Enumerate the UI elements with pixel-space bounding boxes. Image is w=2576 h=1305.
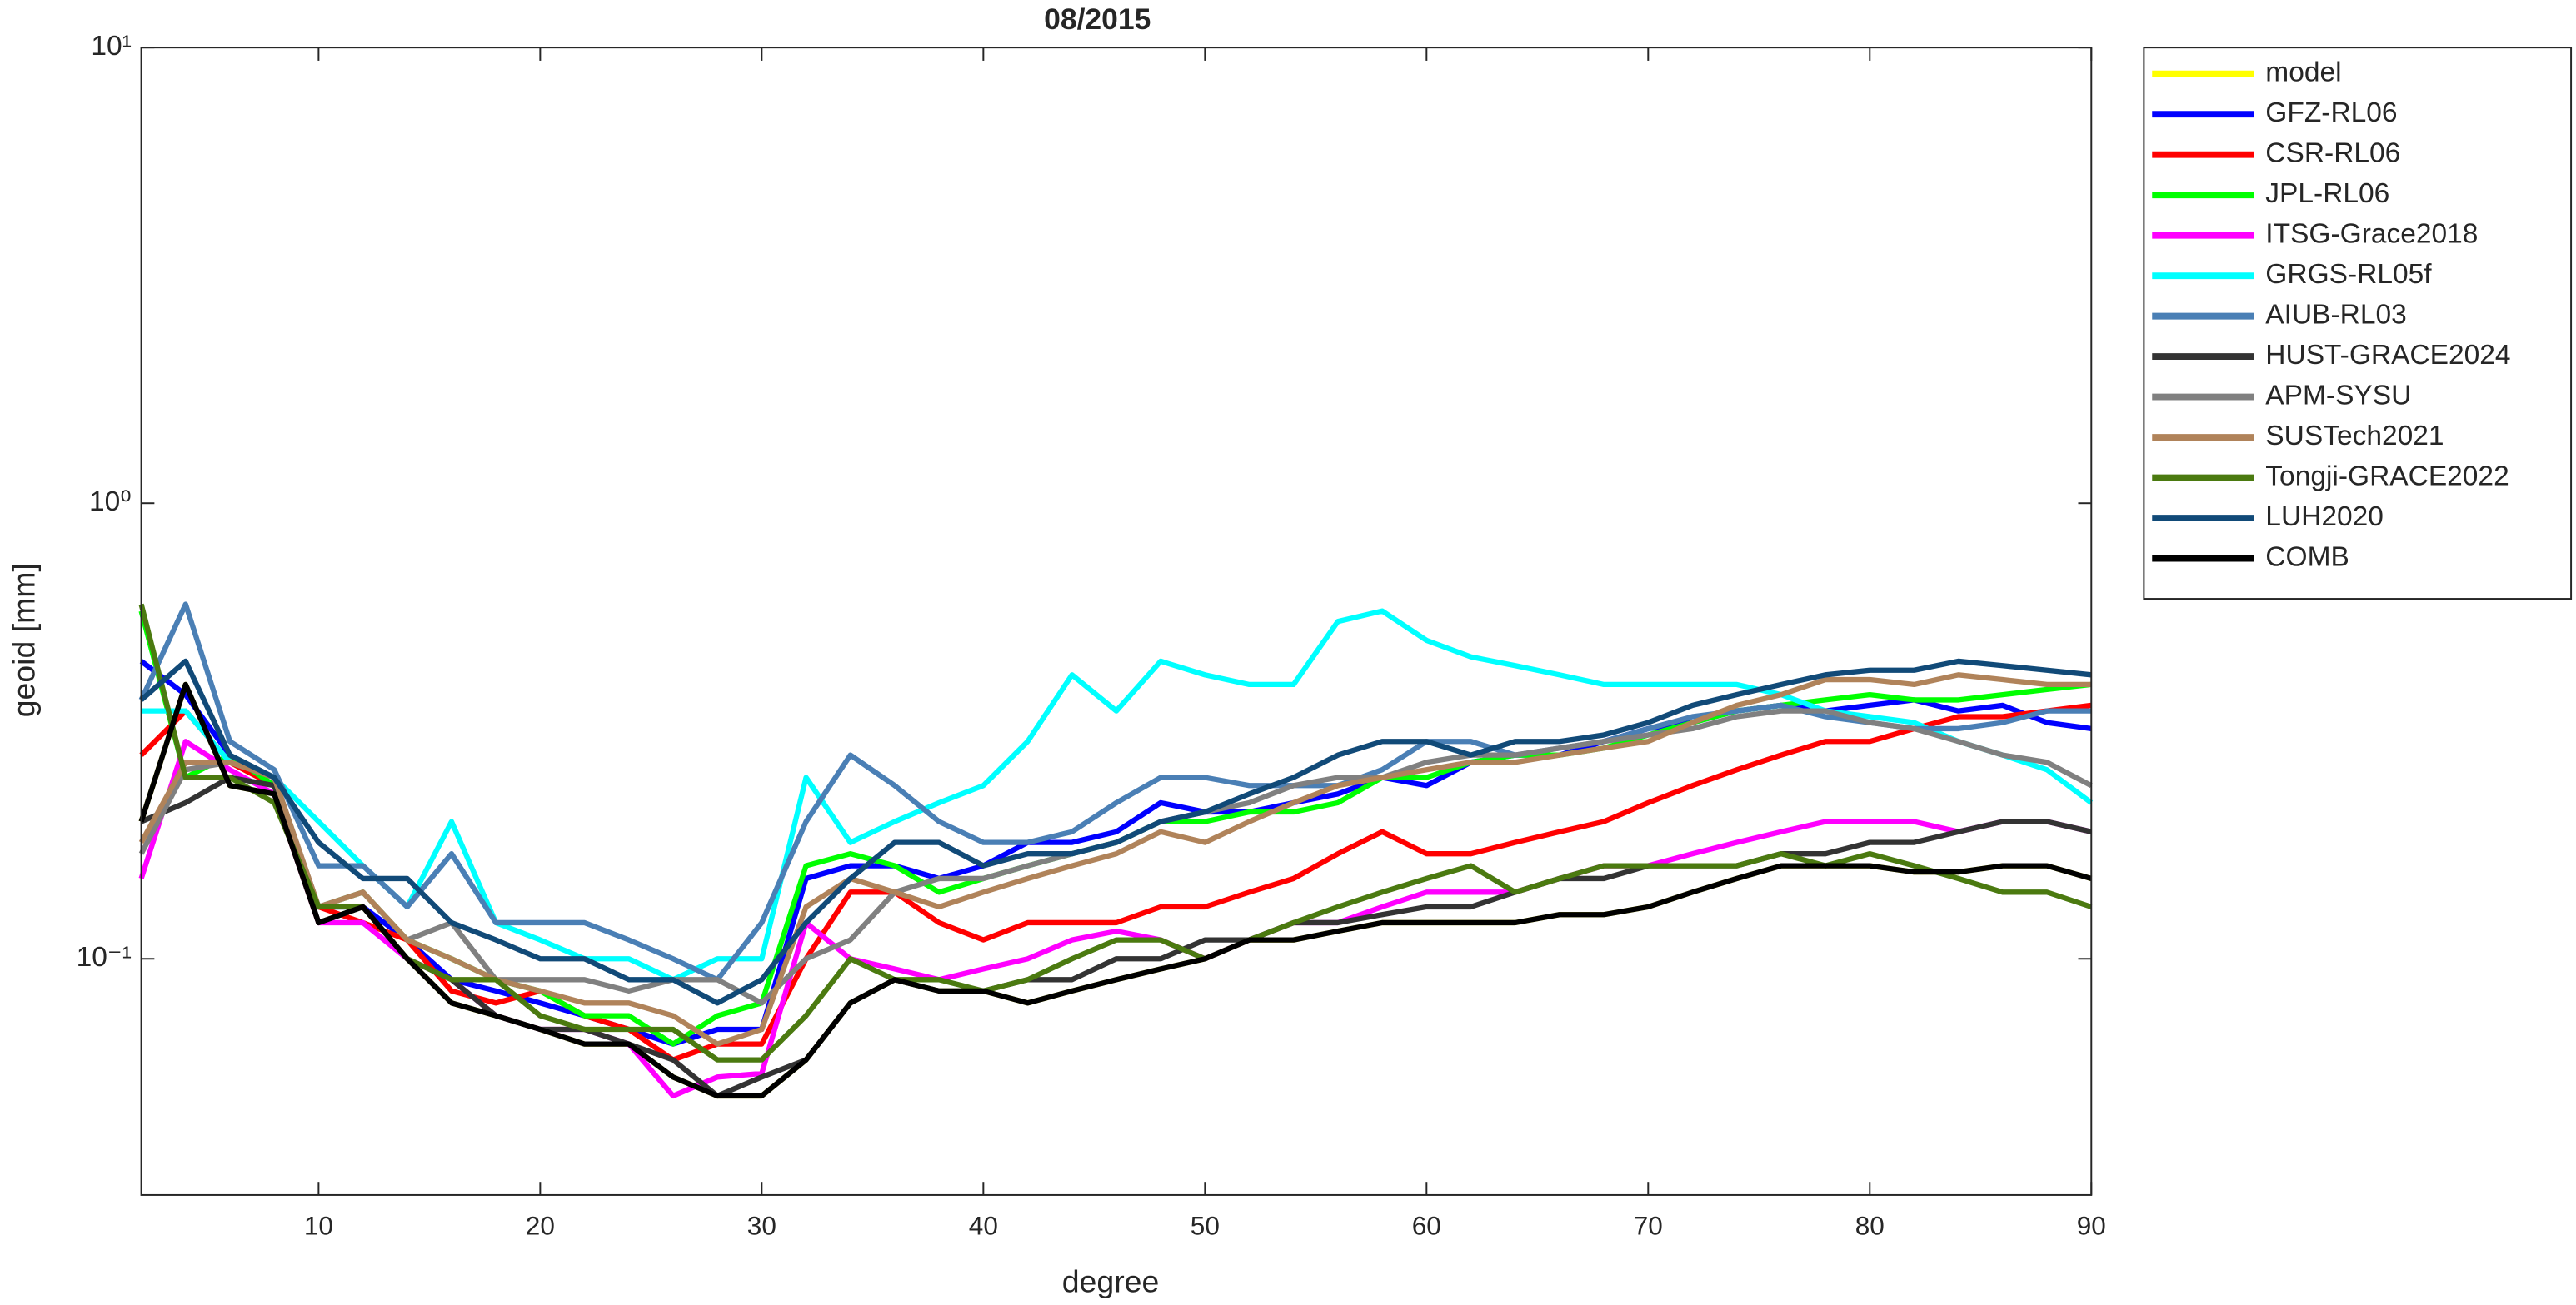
series-line [138,681,2093,1099]
axes-frame [140,47,2093,1196]
x-tick-label: 40 [969,1211,998,1241]
legend-label: GFZ-RL06 [2265,97,2397,128]
plot-area: 10 20 30 40 50 60 70 80 90 10⁻¹ 10⁰ 10¹ [77,31,2106,1241]
legend-label: model [2265,57,2341,88]
legend-label: APM-SYSU [2265,380,2411,411]
legend-label: ITSG-Grace2018 [2265,219,2478,250]
legend-label: AIUB-RL03 [2265,299,2406,330]
x-axis-label: degree [1062,1263,1160,1298]
series-line [138,672,2092,1047]
y-tick-label: 10¹ [91,31,131,62]
legend-label: LUH2020 [2265,501,2384,532]
legend: model GFZ-RL06 CSR-RL06 JPL-RL06 ITSG-Grace2… [2143,47,2573,600]
x-tick-label: 60 [1412,1211,1441,1241]
y-tick-label: 10⁻¹ [77,942,132,973]
y-tick-label: 10⁰ [89,486,132,517]
x-tick-label: 70 [1634,1211,1663,1241]
x-tick-label: 20 [526,1211,555,1241]
x-tick-label: 90 [2077,1211,2106,1241]
legend-box [2143,47,2573,600]
series-line [138,601,2092,983]
chart-title: 08/2015 [1044,2,1151,36]
legend-label: HUST-GRACE2024 [2265,340,2510,371]
series-line [141,608,2094,983]
y-axis-label: geoid [mm] [6,563,41,717]
x-tick-label: 10 [304,1211,333,1241]
legend-label: JPL-RL06 [2265,178,2389,209]
x-tick-label: 80 [1855,1211,1885,1241]
x-tick-label: 50 [1191,1211,1220,1241]
legend-label: Tongji-GRACE2022 [2265,461,2509,491]
series-line [138,603,2093,1063]
legend-label: CSR-RL06 [2265,138,2400,169]
legend-label: COMB [2265,541,2349,572]
series-line [139,658,2092,1006]
legend-label: GRGS-RL05f [2265,259,2432,290]
x-tick-label: 30 [747,1211,776,1241]
legend-label: SUSTech2021 [2265,421,2444,451]
